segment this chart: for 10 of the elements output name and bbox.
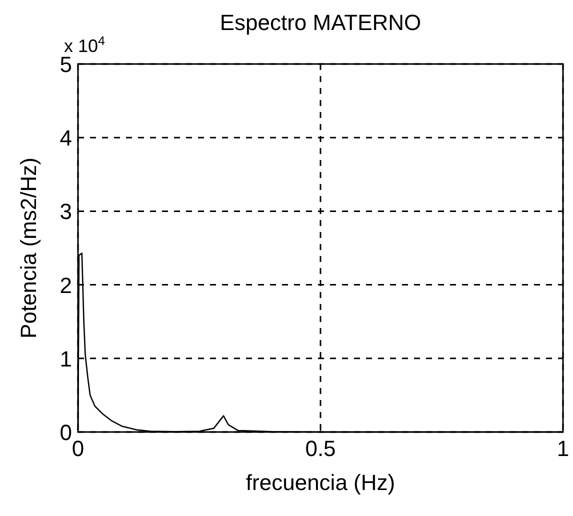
y-tick-label: 1 [60, 346, 72, 372]
x-tick-label: 1 [556, 436, 570, 461]
y-axis-title: Potencia (ms2/Hz) [16, 158, 41, 338]
y-tick-label: 3 [60, 199, 72, 224]
x-axis-title: frecuencia (Hz) [246, 470, 396, 495]
y-tick-label: 0 [60, 420, 72, 445]
y-tick-label: 2 [60, 272, 72, 298]
chart-title: Espectro MATERNO [220, 10, 422, 35]
y-tick-label: 4 [60, 126, 72, 151]
x-tick-label: 0.5 [305, 436, 336, 461]
